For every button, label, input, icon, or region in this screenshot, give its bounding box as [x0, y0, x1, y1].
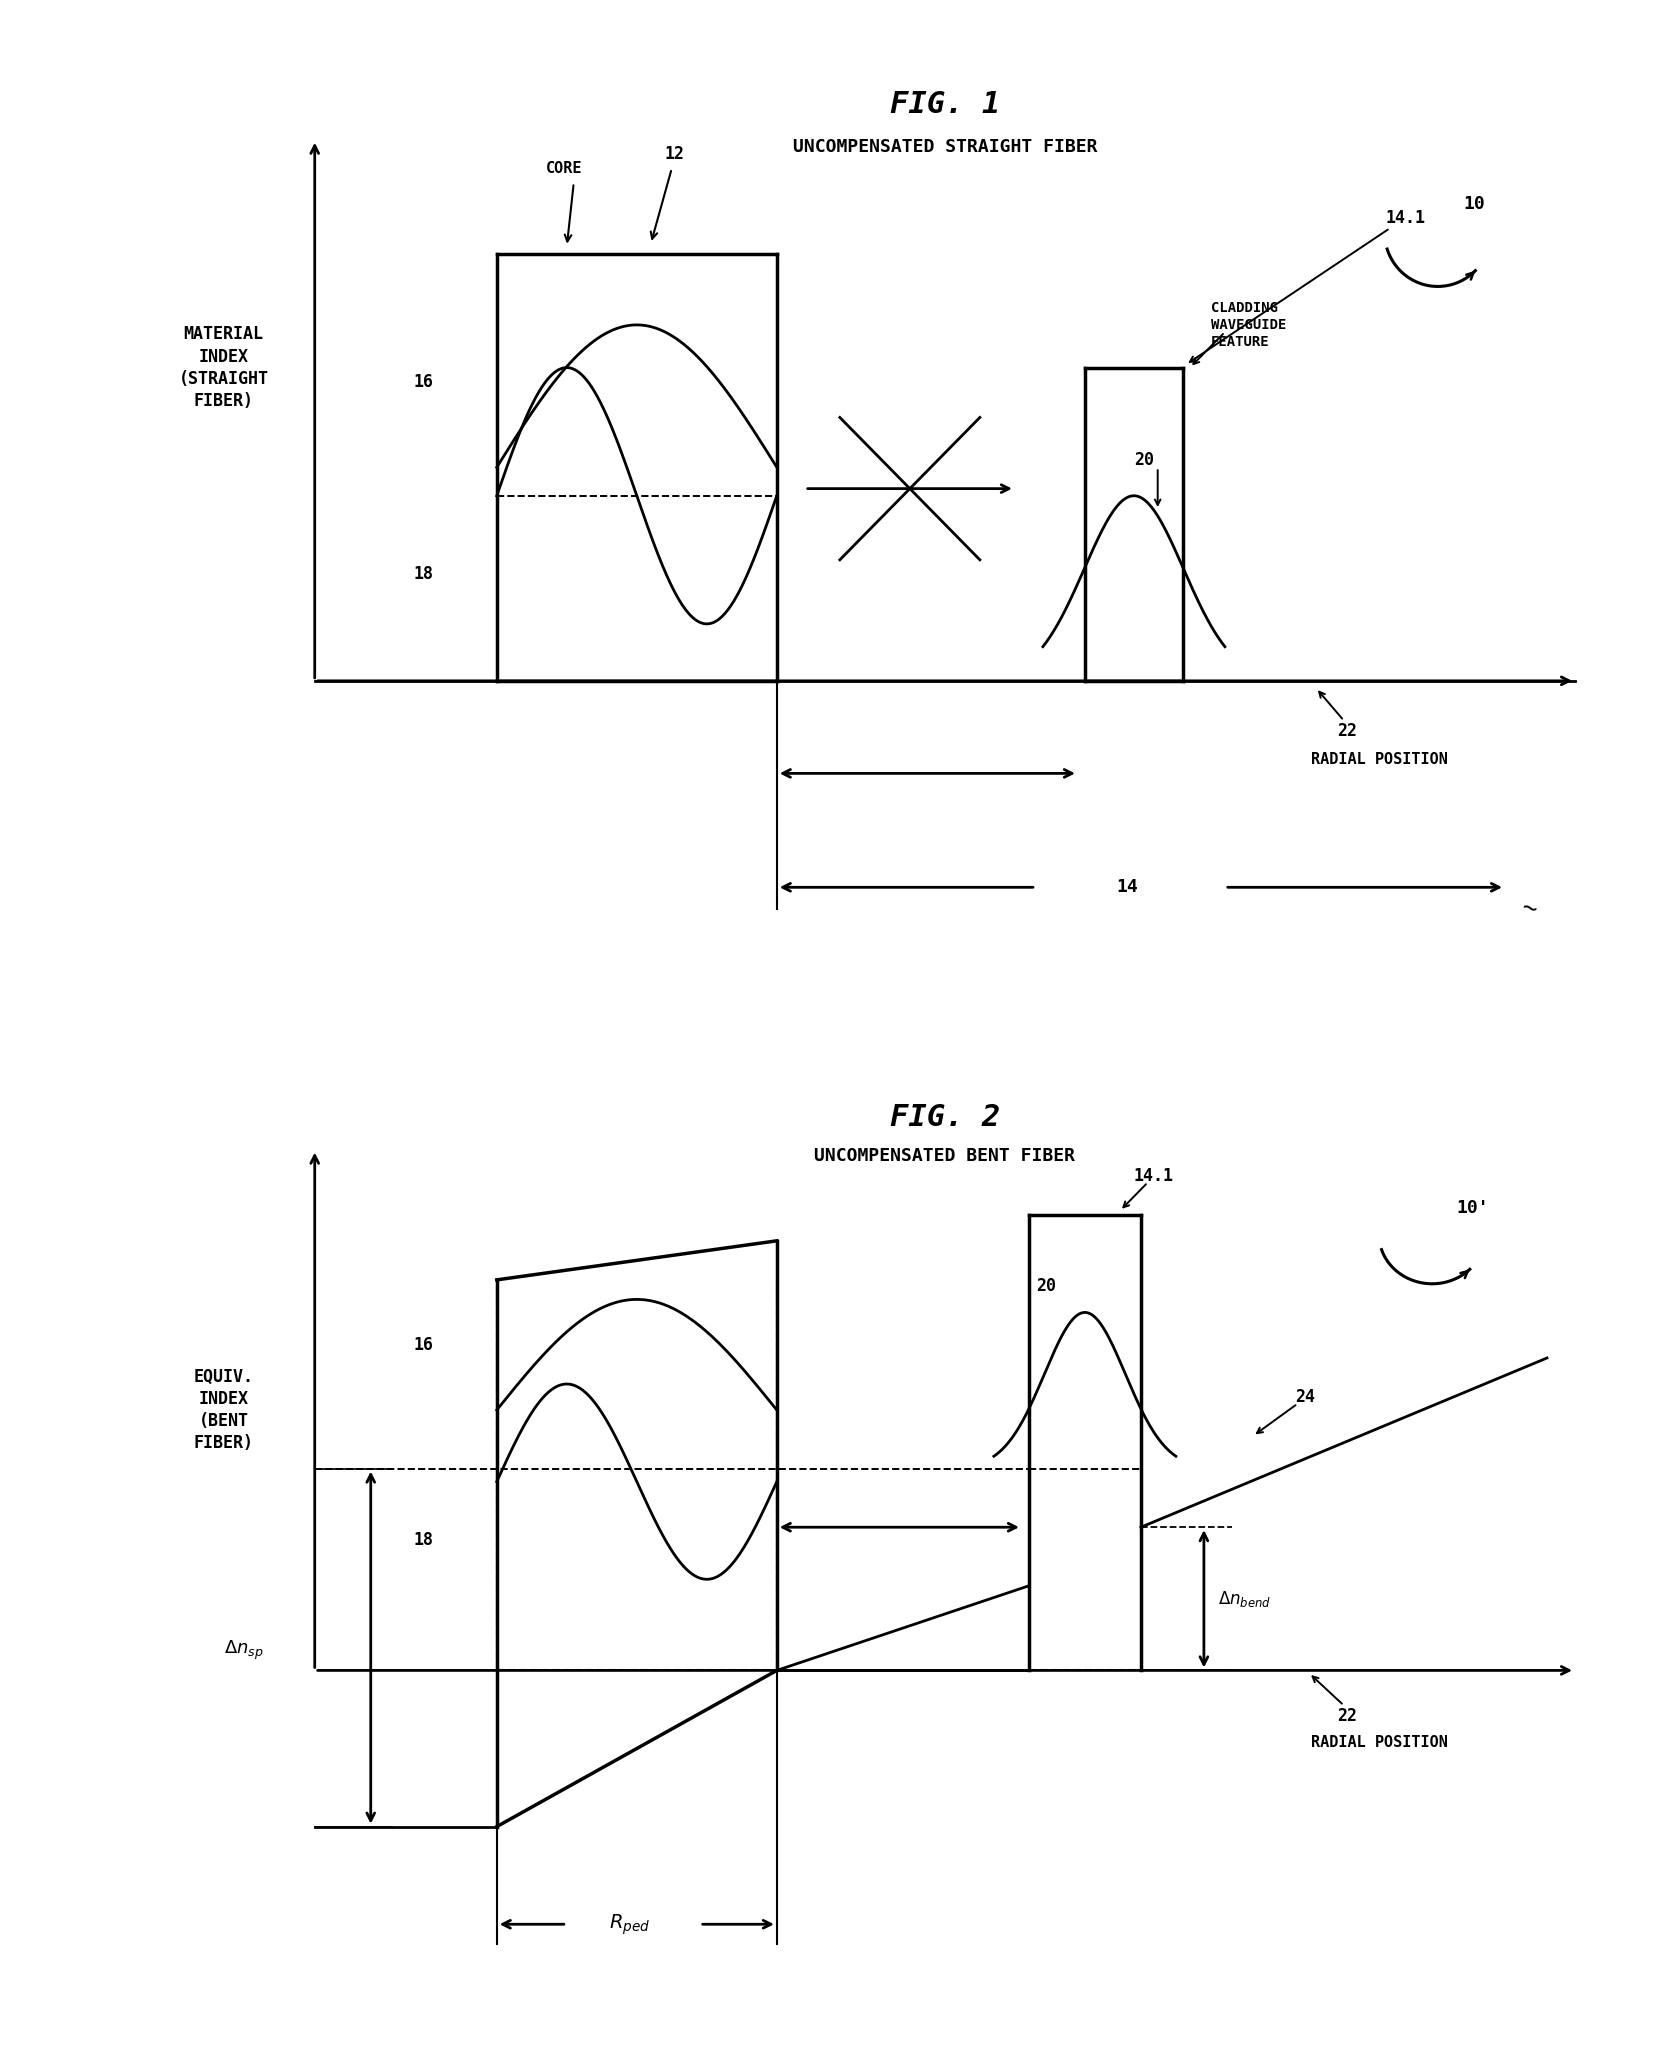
Text: 14.1: 14.1 — [1134, 1166, 1174, 1185]
Text: ∼: ∼ — [1519, 895, 1540, 922]
Text: CORE: CORE — [545, 162, 582, 176]
Text: $\Delta n_{sp}$: $\Delta n_{sp}$ — [223, 1640, 263, 1663]
Text: 16: 16 — [413, 1336, 433, 1354]
Text: 24: 24 — [1295, 1388, 1315, 1406]
Text: 12: 12 — [665, 145, 685, 164]
Text: FIG. 2: FIG. 2 — [890, 1102, 1000, 1131]
Text: RADIAL POSITION: RADIAL POSITION — [1310, 1735, 1447, 1750]
Text: 22: 22 — [1337, 721, 1357, 739]
Text: 14.1: 14.1 — [1385, 209, 1425, 228]
Text: 18: 18 — [413, 565, 433, 584]
Text: 14: 14 — [1115, 878, 1139, 897]
Text: 22: 22 — [1337, 1707, 1357, 1725]
Text: 20: 20 — [1134, 451, 1154, 470]
Text: MATERIAL
INDEX
(STRAIGHT
FIBER): MATERIAL INDEX (STRAIGHT FIBER) — [178, 325, 268, 410]
Text: UNCOMPENSATED STRAIGHT FIBER: UNCOMPENSATED STRAIGHT FIBER — [792, 139, 1097, 155]
Text: CLADDING
WAVEGUIDE
FEATURE: CLADDING WAVEGUIDE FEATURE — [1210, 300, 1287, 350]
Text: $\Delta n_{bend}$: $\Delta n_{bend}$ — [1219, 1588, 1272, 1609]
Text: 10: 10 — [1464, 195, 1485, 213]
Text: 10': 10' — [1455, 1199, 1489, 1218]
Text: 16: 16 — [413, 373, 433, 391]
Text: UNCOMPENSATED BENT FIBER: UNCOMPENSATED BENT FIBER — [815, 1147, 1075, 1166]
Text: 20: 20 — [1035, 1278, 1055, 1294]
Text: $R_{ped}$: $R_{ped}$ — [608, 1912, 650, 1936]
Text: 18: 18 — [413, 1530, 433, 1549]
Text: FIG. 1: FIG. 1 — [890, 89, 1000, 118]
Text: EQUIV.
INDEX
(BENT
FIBER): EQUIV. INDEX (BENT FIBER) — [193, 1367, 253, 1452]
Text: RADIAL POSITION: RADIAL POSITION — [1310, 752, 1447, 766]
